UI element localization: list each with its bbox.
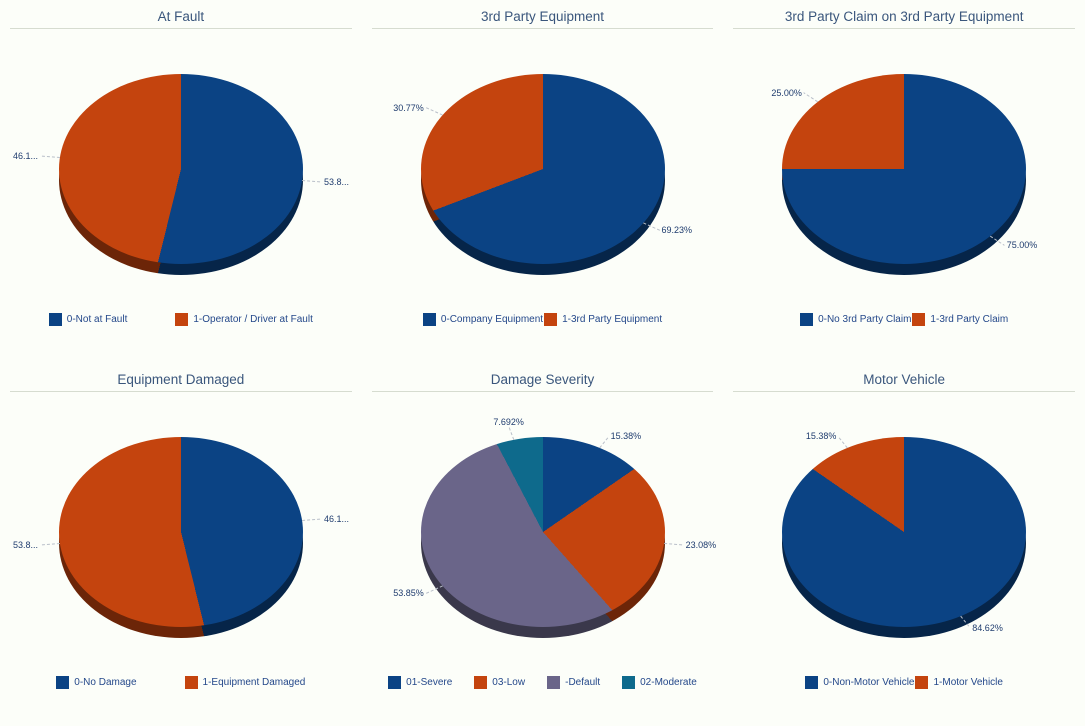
legend-label: 0-Non-Motor Vehicle <box>823 677 915 688</box>
chart-title: 3rd Party Equipment <box>480 9 605 24</box>
legend-swatch <box>474 676 488 689</box>
pie-plot: 84.62% 15.38% <box>723 392 1085 674</box>
chart-title: 3rd Party Claim on 3rd Party Equipment <box>784 9 1024 24</box>
legend-label: 0-Company Equipment <box>440 314 544 325</box>
title-divider <box>10 391 352 392</box>
legend-item: 01-Severe <box>388 676 452 689</box>
chart-legend: 0-Non-Motor Vehicle 1-Motor Vehicle <box>723 676 1085 689</box>
title-divider <box>10 28 352 29</box>
chart-3rd-party-equipment: 3rd Party Equipment 69.23% 30.77% 0-Compa… <box>362 0 724 363</box>
legend-label: 01-Severe <box>406 677 453 688</box>
legend-swatch <box>622 676 636 689</box>
legend-label: 03-Low <box>492 677 526 688</box>
pie <box>420 437 665 627</box>
legend-item: 1-3rd Party Claim <box>912 313 1008 326</box>
slice-value-label: 30.77% <box>393 102 424 113</box>
chart-legend: 0-No Damage 1-Equipment Damaged <box>0 676 362 689</box>
title-divider <box>371 391 714 392</box>
legend-swatch <box>48 313 62 326</box>
pie <box>59 74 303 264</box>
slice-value-label: 15.38% <box>805 431 837 442</box>
legend-swatch <box>175 313 189 326</box>
slice-value-label: 15.38% <box>610 431 642 442</box>
chart-legend: 0-Company Equipment 1-3rd Party Equipment <box>362 313 724 326</box>
pie-plot: 69.23% 30.77% <box>362 29 724 311</box>
legend-item: 1-3rd Party Equipment <box>544 313 662 326</box>
pie <box>782 437 1027 627</box>
chart-legend: 0-No 3rd Party Claim 1-3rd Party Claim <box>723 313 1085 326</box>
pie <box>59 437 303 627</box>
legend-item: 1-Motor Vehicle <box>915 676 1003 689</box>
legend-swatch <box>915 676 929 689</box>
title-divider <box>733 28 1075 29</box>
legend-item: 03-Low <box>474 676 525 689</box>
legend-item: -Default <box>547 676 600 689</box>
chart-3rd-party-claim-on-3rd-party-equipment: 3rd Party Claim on 3rd Party Equipment 7… <box>723 0 1085 363</box>
legend-item: 0-Company Equipment <box>422 313 544 326</box>
legend-item: 1-Equipment Damaged <box>184 676 306 689</box>
pie <box>420 74 665 264</box>
pie-plot: 46.1... 53.8... <box>0 392 362 674</box>
slice-value-label: 75.00% <box>1006 240 1038 251</box>
slice-value-label: 84.62% <box>972 622 1003 633</box>
legend-swatch <box>912 313 926 326</box>
legend-swatch <box>56 676 70 689</box>
slice-value-label: 53.8... <box>13 540 39 551</box>
legend-item: 0-No 3rd Party Claim <box>800 313 911 326</box>
legend-swatch <box>388 676 402 689</box>
pie-plot: 53.8... 46.1... <box>0 29 362 311</box>
slice-value-label: 53.8... <box>323 177 349 188</box>
chart-motor-vehicle: Motor Vehicle 84.62% 15.38% 0-Non-Motor V… <box>723 363 1085 726</box>
chart-title: Damage Severity <box>490 372 595 387</box>
title-divider <box>371 28 714 29</box>
legend-label: 0-No 3rd Party Claim <box>818 314 912 325</box>
slice-value-label: 46.1... <box>323 513 349 524</box>
legend-swatch <box>422 313 436 326</box>
legend-label: -Default <box>565 677 601 688</box>
pie-plot: 75.00% 25.00% <box>723 29 1085 311</box>
legend-item: 1-Operator / Driver at Fault <box>175 313 313 326</box>
pie <box>782 74 1027 264</box>
chart-equipment-damaged: Equipment Damaged 46.1... 53.8... 0-No Da… <box>0 363 362 726</box>
chart-title: Motor Vehicle <box>863 372 946 387</box>
pie-plot: 15.38% 23.08% 53.85% 7.692% <box>362 392 724 674</box>
legend-item: 0-Non-Motor Vehicle <box>805 676 914 689</box>
legend-label: 1-Motor Vehicle <box>933 677 1003 688</box>
legend-swatch <box>800 313 814 326</box>
legend-label: 0-Not at Fault <box>66 314 128 325</box>
legend-label: 1-3rd Party Equipment <box>562 314 663 325</box>
slice-value-label: 23.08% <box>685 539 717 550</box>
legend-label: 1-3rd Party Claim <box>930 314 1009 325</box>
slice-value-label: 46.1... <box>13 150 39 161</box>
chart-at-fault: At Fault 53.8... 46.1... 0-Not at Fault 1-… <box>0 0 362 363</box>
legend-label: 02-Moderate <box>640 677 697 688</box>
slice-value-label: 25.00% <box>771 87 802 98</box>
slice-value-label: 7.692% <box>493 417 524 428</box>
legend-swatch <box>805 676 819 689</box>
title-divider <box>733 391 1075 392</box>
chart-legend: 0-Not at Fault 1-Operator / Driver at Fau… <box>0 313 362 326</box>
slice-value-label: 53.85% <box>393 588 424 599</box>
chart-title: Equipment Damaged <box>117 372 245 387</box>
legend-label: 1-Operator / Driver at Fault <box>193 314 313 325</box>
chart-title: At Fault <box>157 9 205 24</box>
legend-item: 0-No Damage <box>56 676 137 689</box>
chart-legend: 01-Severe 03-Low -Default 02-Moderate <box>362 676 724 689</box>
legend-item: 02-Moderate <box>622 676 697 689</box>
legend-label: 0-No Damage <box>74 677 137 688</box>
legend-swatch <box>544 313 558 326</box>
legend-item: 0-Not at Fault <box>48 313 128 326</box>
legend-swatch <box>184 676 198 689</box>
slice-value-label: 69.23% <box>661 225 693 236</box>
legend-swatch <box>547 676 561 689</box>
chart-damage-severity: Damage Severity 15.38% 23.08% 53.85% 7.692%… <box>362 363 724 726</box>
legend-label: 1-Equipment Damaged <box>202 677 306 688</box>
